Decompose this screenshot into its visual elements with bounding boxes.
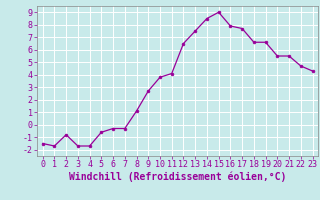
X-axis label: Windchill (Refroidissement éolien,°C): Windchill (Refroidissement éolien,°C) — [69, 172, 286, 182]
